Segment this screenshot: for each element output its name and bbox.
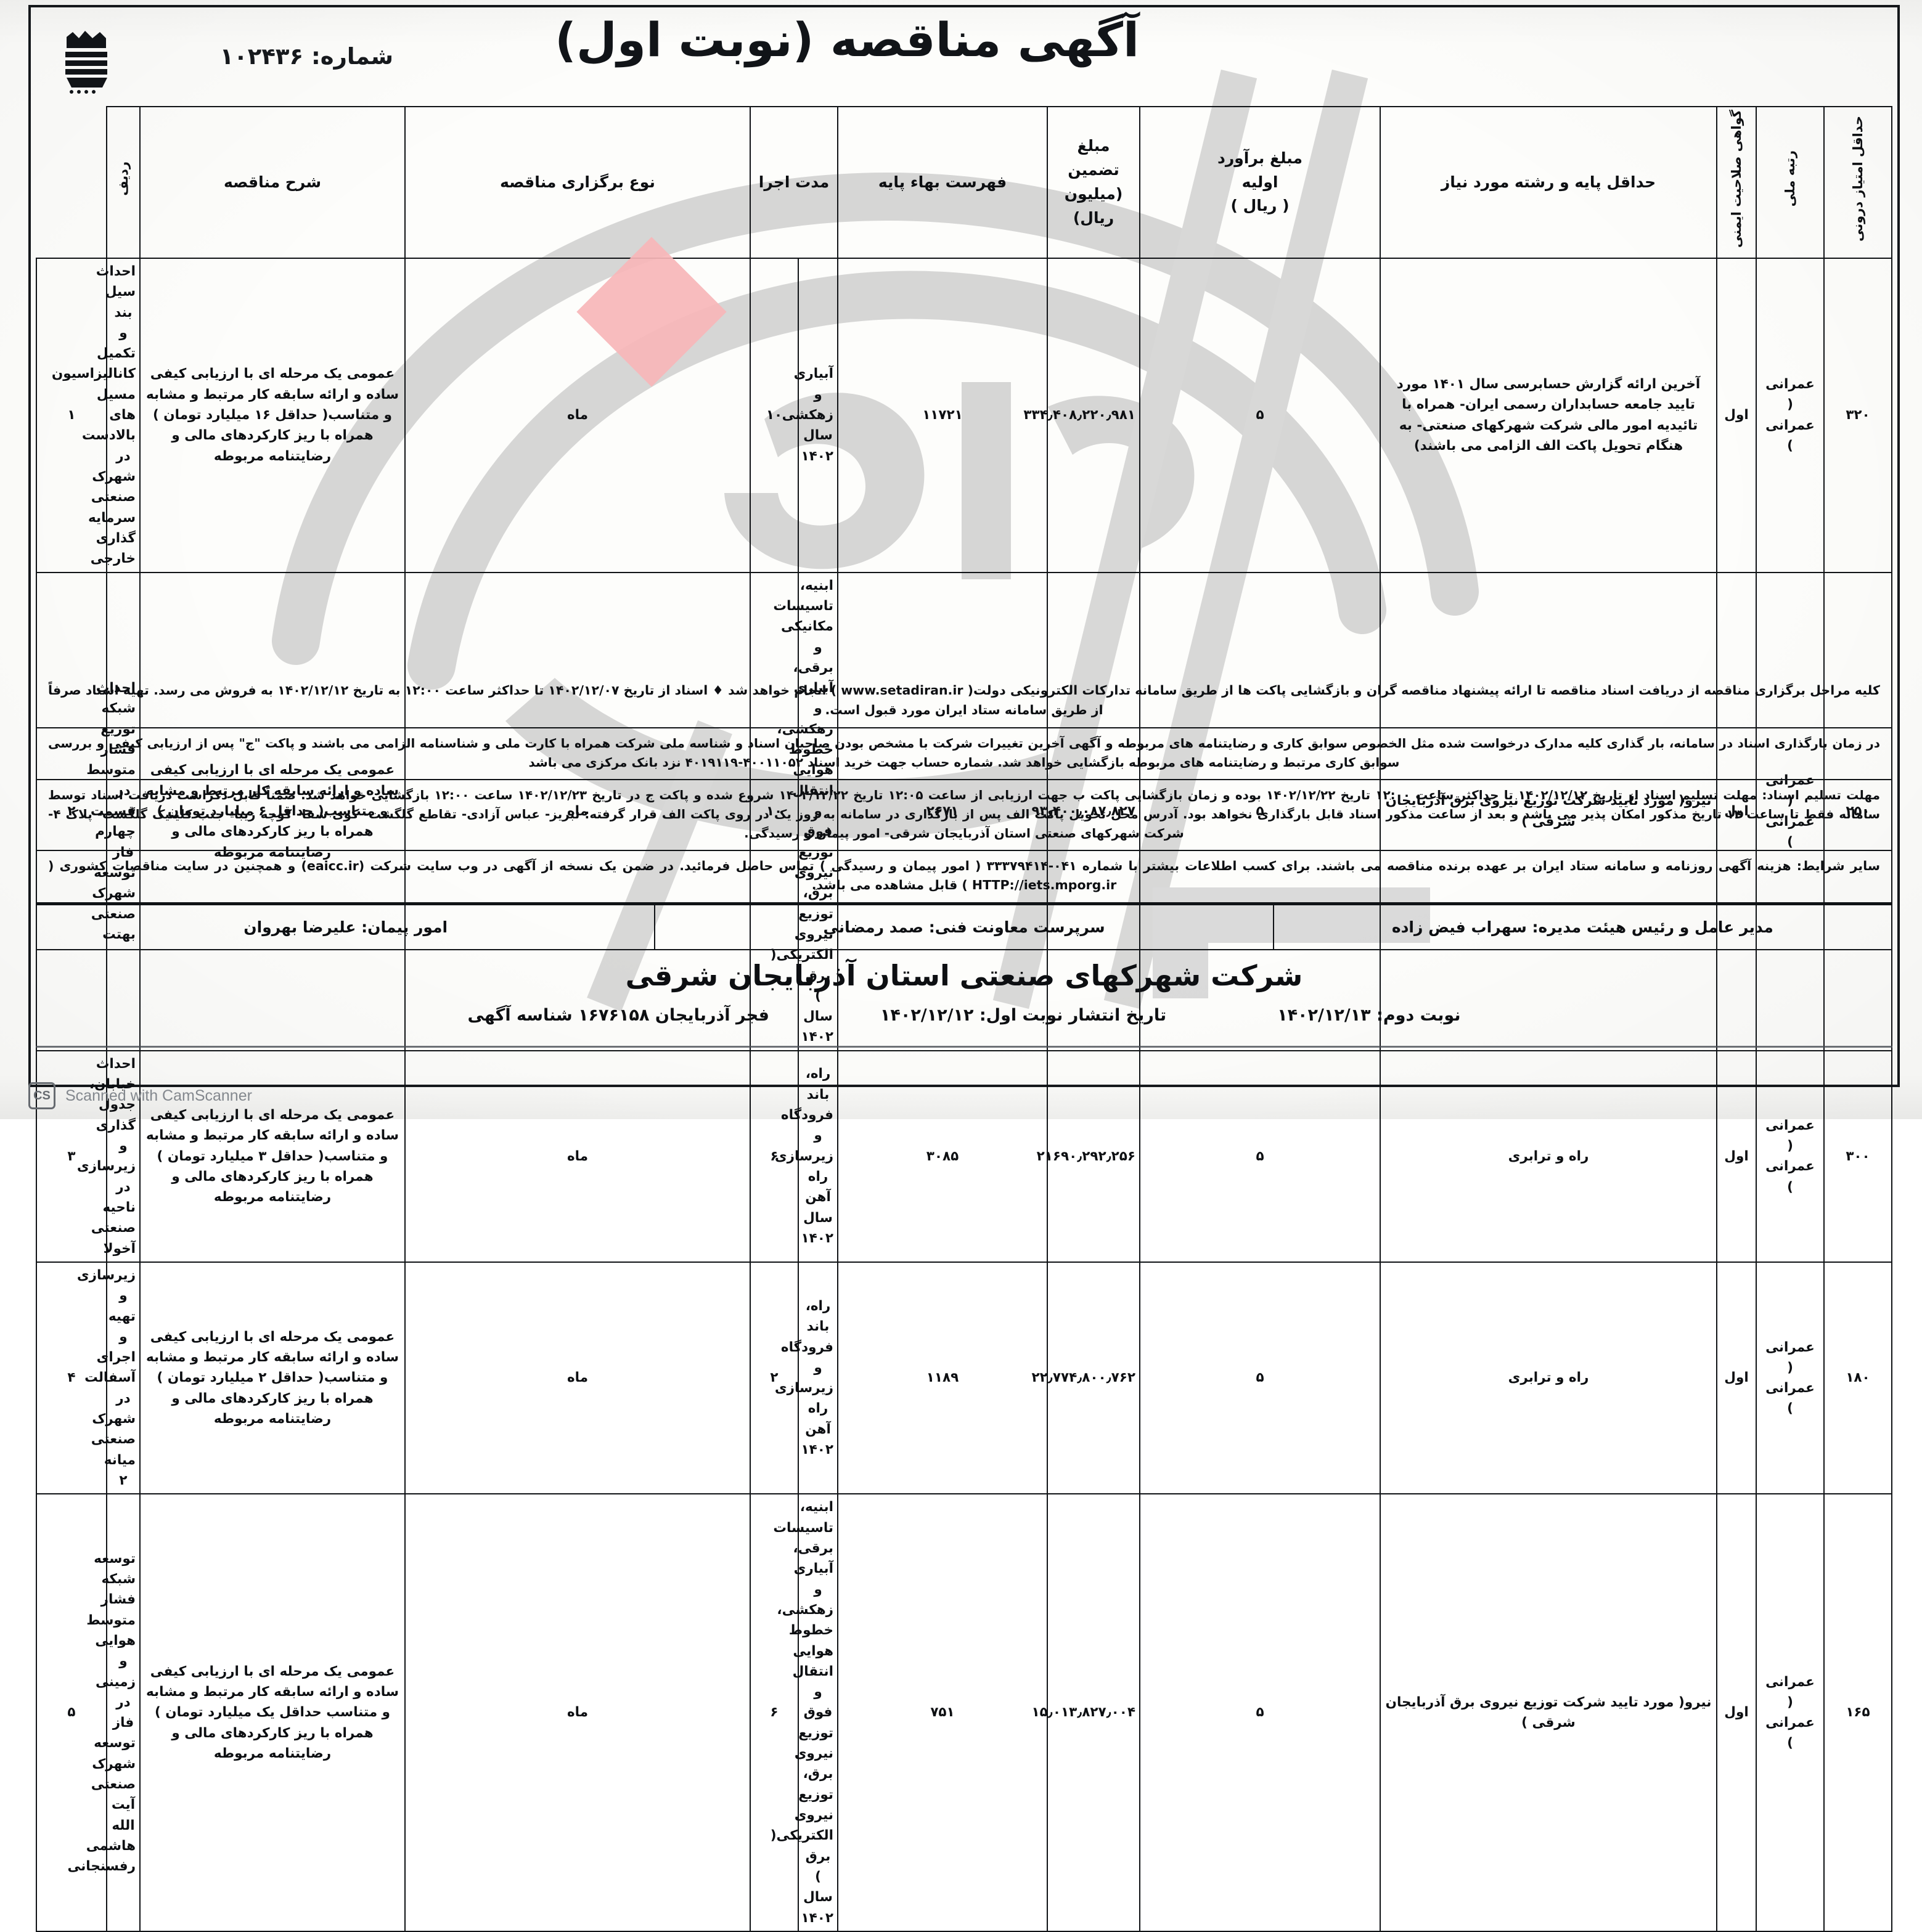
conditions-block: کلیه مراحل برگزاری مناقصه از دریافت اسنا… xyxy=(36,675,1892,951)
document-header: شماره: ۱۰۲۴۳۶ آگهی مناقصه (نوبت اول) xyxy=(31,9,1897,101)
note-item-2: در زمان بارگذاری اسناد در سامانه، بار گذ… xyxy=(37,728,1891,780)
note-item-4: سایر شرایط: هزینه آگهی روزنامه و سامانه … xyxy=(37,851,1891,904)
cell-min-score: ۲۵۰ xyxy=(1823,571,1892,1051)
cell-duration-num: ۶ xyxy=(749,1493,799,1932)
col-header-min-grade: حداقل پایه و رشته مورد نیاز xyxy=(1380,106,1717,259)
cell-tender-type: عمومی یک مرحله ای با ارزیابی کیفی ساده و… xyxy=(139,1493,406,1932)
camscanner-label: Scanned with CamScanner xyxy=(65,1086,252,1104)
table-row: ۳۲۰ عمرانی ( عمرانی ) اول آخرین ارائه گزارش… xyxy=(36,257,1892,573)
table-row: ۱۸۰ عمرانی ( عمرانی ) اول راه و ترابری ۵ ۲۲٫۷… xyxy=(36,1261,1892,1495)
page-title: آگهی مناقصه (نوبت اول) xyxy=(555,12,1140,67)
footer-divider xyxy=(36,1046,1892,1048)
company-name: شرکت شهرکهای صنعتی استان آذربایجان شرقی xyxy=(625,959,1303,992)
cell-duration-unit: ماه xyxy=(404,1493,751,1932)
col-header-guarantee: مبلغ تضمین (میلیون ریال) xyxy=(1047,106,1140,259)
note-item-3: مهلت تسلیم اسناد: مهلت تسلیم اسناد از تا… xyxy=(37,780,1891,851)
publish-second-date: نوبت دوم: ۱۴۰۲/۱۲/۱۳ xyxy=(1277,1006,1461,1025)
cell-min-score: ۱۶۵ xyxy=(1823,1493,1892,1932)
cell-rank: عمرانی ( عمرانی ) xyxy=(1756,257,1825,573)
signature-contracts-affairs: امور پیمان: علیرضا بهروان xyxy=(243,918,448,937)
cell-guarantee: ۱۱۷۲۱ xyxy=(837,257,1048,573)
publish-first-date: تاریخ انتشار نوبت اول: ۱۴۰۲/۱۲/۱۲ xyxy=(880,1006,1167,1025)
col-header-tender-type: نوع برگزاری مناقصه xyxy=(404,106,751,259)
cell-rank: عمرانی ( عمرانی ) xyxy=(1756,571,1825,1051)
cell-rank: عمرانی ( عمرانی ) xyxy=(1756,1261,1825,1495)
cell-price-list: ابنیه، تاسیسات برقی، آبیاری و زهکشی، خطو… xyxy=(771,1493,838,1932)
cell-min-grade: ۵ xyxy=(1139,257,1381,573)
cell-estimate: ۱۵٫۰۱۳٫۸۲۷٫۰۰۴ xyxy=(1032,1493,1140,1932)
cell-min-grade-note: آخرین ارائه گزارش حسابرسی سال ۱۴۰۱ مورد … xyxy=(1380,257,1717,573)
cell-description: توسعه شبکه فشار متوسط هوایی و زمینی در ف… xyxy=(67,1493,141,1932)
cell-description: زیرسازی و تهیه و اجرای آسفالت در شهرک صن… xyxy=(77,1261,141,1495)
signature-row: مدیر عامل و رئیس هیئت مدیره: سهراب فیض ز… xyxy=(37,903,1891,950)
col-header-price-list: فهرست بهاء پایه xyxy=(837,106,1048,259)
cell-description: احداث سیل بند و تکمیل کانالیزاسیون مسیل … xyxy=(52,257,141,573)
cell-price-list: آبیاری و زهکشی سال ۱۴۰۲ xyxy=(782,257,838,573)
col-header-description: شرح مناقصه xyxy=(139,106,406,259)
cell-estimate: ۳۳۴٫۴۰۸٫۲۲۰٫۹۸۱ xyxy=(1023,257,1140,573)
col-header-safety-cert: گواهی صلاحیت ایمنی xyxy=(1716,106,1757,259)
col-header-radif: ردیف xyxy=(105,106,141,259)
cell-min-score: ۳۲۰ xyxy=(1823,257,1892,573)
cell-safety-cert: اول xyxy=(1716,1261,1757,1495)
camscanner-footer: CS Scanned with CamScanner xyxy=(0,1078,1922,1113)
cell-rank: عمرانی ( عمرانی ) xyxy=(1756,1493,1825,1932)
iran-emblem-logo xyxy=(54,27,122,95)
cell-min-grade: ۵ xyxy=(1139,1261,1381,1495)
cell-tender-type: عمومی یک مرحله ای با ارزیابی کیفی ساده و… xyxy=(139,1261,406,1495)
cell-price-list: راه، باند فرودگاه و زیرسازی راه آهن ۱۴۰۲ xyxy=(775,1261,838,1495)
cell-safety-cert: اول xyxy=(1716,571,1757,1051)
cell-min-grade-note: راه و ترابری xyxy=(1380,1261,1717,1495)
cell-safety-cert: اول xyxy=(1716,257,1757,573)
cell-tender-type: عمومی یک مرحله ای با ارزیابی کیفی ساده و… xyxy=(139,257,406,573)
cell-duration-unit: ماه xyxy=(404,1261,751,1495)
cell-min-grade-note: نیرو( مورد تایید شرکت توزیع نیروی برق آذ… xyxy=(1380,1493,1717,1932)
cell-description: احداث شبکه توزیع فشار متوسط در قسمت چهار… xyxy=(86,571,141,1051)
signature-managing-director: مدیر عامل و رئیس هیئت مدیره: سهراب فیض ز… xyxy=(1272,905,1891,950)
cell-duration-unit: ماه xyxy=(404,257,751,573)
col-header-estimate: مبلغ برآورد اولیه ( ریال ) xyxy=(1139,106,1381,259)
camscanner-badge-icon: CS xyxy=(28,1082,55,1109)
col-header-min-score: حداقل امتیاز درونی xyxy=(1823,106,1892,259)
col-header-duration: مدت اجرا xyxy=(749,106,839,259)
cell-min-score: ۱۸۰ xyxy=(1823,1261,1892,1495)
cell-estimate: ۲۲٫۷۷۴٫۸۰۰٫۷۶۲ xyxy=(1032,1261,1140,1495)
ad-identifier: فجر آذربایجان ۱۶۷۶۱۵۸ شناسه آگهی xyxy=(467,1006,769,1025)
cell-guarantee: ۷۵۱ xyxy=(837,1493,1048,1932)
cell-radif: ۱ xyxy=(36,257,107,573)
note-item-1: کلیه مراحل برگزاری مناقصه از دریافت اسنا… xyxy=(37,675,1891,728)
cell-min-grade: ۵ xyxy=(1139,1493,1381,1932)
cell-guarantee: ۱۱۸۹ xyxy=(837,1261,1048,1495)
document-footer: شرکت شهرکهای صنعتی استان آذربایجان شرقی … xyxy=(36,943,1892,1048)
document-number: شماره: ۱۰۲۴۳۶ xyxy=(219,43,393,70)
table-row: ۱۶۵ عمرانی ( عمرانی ) اول نیرو( مورد تایید … xyxy=(36,1493,1892,1932)
col-header-rank: رتبه ملی xyxy=(1756,106,1825,259)
table-header-row: حداقل امتیاز درونی رتبه ملی گواهی صلاحیت… xyxy=(36,106,1892,259)
cell-safety-cert: اول xyxy=(1716,1493,1757,1932)
